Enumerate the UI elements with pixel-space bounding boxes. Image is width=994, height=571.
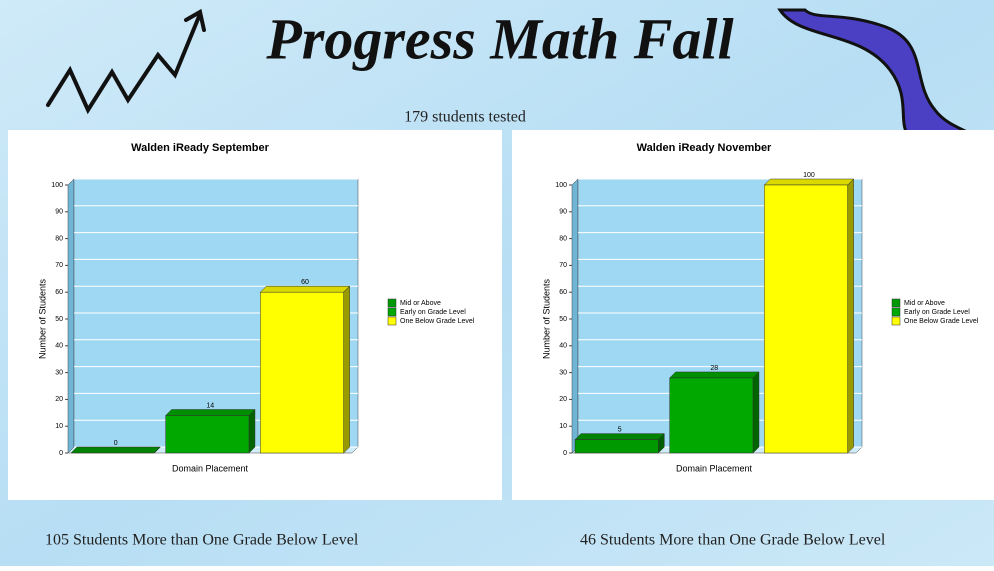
y-tick-label: 10 — [55, 423, 63, 430]
legend-label: One Below Grade Level — [904, 318, 979, 325]
data-label: 60 — [301, 279, 309, 286]
y-tick-label: 70 — [559, 262, 567, 269]
bar-side — [344, 286, 350, 453]
y-tick-label: 60 — [55, 289, 63, 296]
bar-top — [764, 179, 853, 185]
y-tick-label: 40 — [559, 343, 567, 350]
y-tick-label: 50 — [55, 316, 63, 323]
legend-label: Mid or Above — [904, 300, 945, 307]
bar-side — [249, 409, 255, 453]
bar-side — [753, 372, 759, 453]
footer-text: 46 Students More than One Grade Below Le… — [580, 532, 886, 549]
slide-subtitle: 179 students tested — [404, 109, 526, 126]
slide: Progress Math Fall 179 students tested 1… — [0, 0, 994, 566]
data-label: 100 — [803, 172, 815, 179]
y-tick-label: 30 — [55, 369, 63, 376]
footer-text: 105 Students More than One Grade Below L… — [45, 532, 359, 549]
bar — [166, 415, 249, 453]
y-tick-label: 30 — [559, 369, 567, 376]
bar-side — [848, 179, 854, 453]
bar — [575, 440, 658, 453]
x-axis-label: Domain Placement — [172, 463, 249, 473]
y-tick-label: 0 — [563, 450, 567, 457]
legend-label: Mid or Above — [400, 300, 441, 307]
data-label: 14 — [206, 402, 214, 409]
chart-title: Walden iReady November — [637, 142, 772, 154]
plot-side-wall — [68, 179, 74, 453]
bar-top — [670, 372, 759, 378]
bar — [260, 292, 343, 453]
y-tick-label: 0 — [59, 450, 63, 457]
y-tick-label: 90 — [559, 209, 567, 216]
legend-label: One Below Grade Level — [400, 318, 475, 325]
bar-top — [71, 447, 160, 453]
legend-swatch — [388, 308, 396, 316]
y-tick-label: 40 — [55, 343, 63, 350]
y-tick-label: 20 — [55, 396, 63, 403]
legend-label: Early on Grade Level — [400, 309, 466, 316]
plot-side-wall — [572, 179, 578, 453]
bar-top — [575, 434, 664, 440]
chart-title: Walden iReady September — [131, 142, 269, 154]
y-tick-label: 50 — [559, 316, 567, 323]
bar-top — [260, 286, 349, 292]
bar-top — [166, 409, 255, 415]
y-tick-label: 60 — [559, 289, 567, 296]
y-tick-label: 10 — [559, 423, 567, 430]
legend-swatch — [388, 317, 396, 325]
bar — [764, 185, 847, 453]
y-tick-label: 70 — [55, 262, 63, 269]
y-tick-label: 90 — [55, 209, 63, 216]
y-tick-label: 80 — [55, 235, 63, 242]
legend-swatch — [892, 299, 900, 307]
y-axis-label: Number of Students — [541, 278, 551, 359]
legend-swatch — [892, 317, 900, 325]
legend-swatch — [892, 308, 900, 316]
data-label: 0 — [114, 440, 118, 447]
bar — [670, 378, 753, 453]
y-tick-label: 20 — [559, 396, 567, 403]
data-label: 5 — [618, 426, 622, 433]
y-tick-label: 80 — [559, 235, 567, 242]
legend-swatch — [388, 299, 396, 307]
y-tick-label: 100 — [51, 182, 63, 189]
x-axis-label: Domain Placement — [676, 463, 753, 473]
y-tick-label: 100 — [555, 182, 567, 189]
slide-title: Progress Math Fall — [265, 6, 734, 71]
y-axis-label: Number of Students — [37, 278, 47, 359]
legend-label: Early on Grade Level — [904, 309, 970, 316]
data-label: 28 — [710, 365, 718, 372]
